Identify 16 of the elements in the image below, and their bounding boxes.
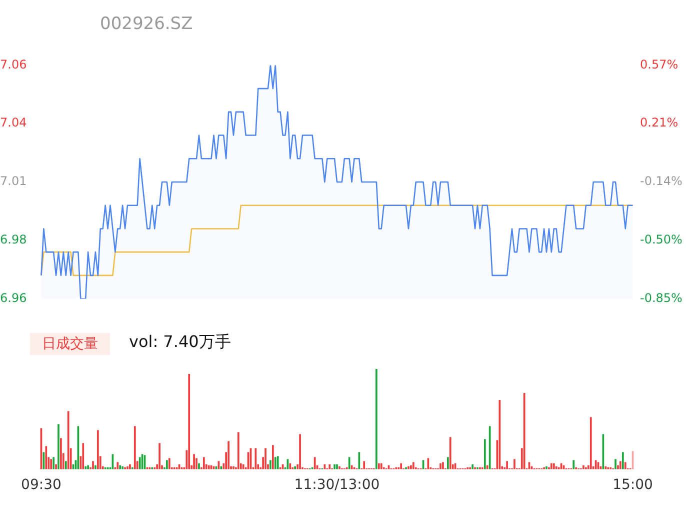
y-tick-label: 7.01 [0, 174, 27, 188]
y2-tick-label: 0.21% [640, 116, 678, 130]
y-tick-label: 6.98 [0, 232, 27, 247]
y2-tick-label: -0.85% [640, 290, 682, 305]
x-tick-label: 11:30/13:00 [294, 477, 380, 494]
x-tick-label: 15:00 [612, 477, 653, 494]
x-tick-label: 09:30 [21, 477, 62, 494]
y2-tick-label: 0.57% [640, 57, 678, 72]
y2-tick-label: -0.14% [640, 174, 682, 188]
chart-title: 002926.SZ [100, 14, 193, 34]
y-tick-label: 7.06 [0, 57, 27, 72]
y-tick-label: 7.04 [0, 116, 27, 130]
text: 日成交量 [30, 333, 110, 355]
y-tick-label: 6.96 [0, 290, 27, 305]
text: vol: 7.40万手 [129, 332, 231, 353]
y2-tick-label: -0.50% [640, 232, 682, 247]
